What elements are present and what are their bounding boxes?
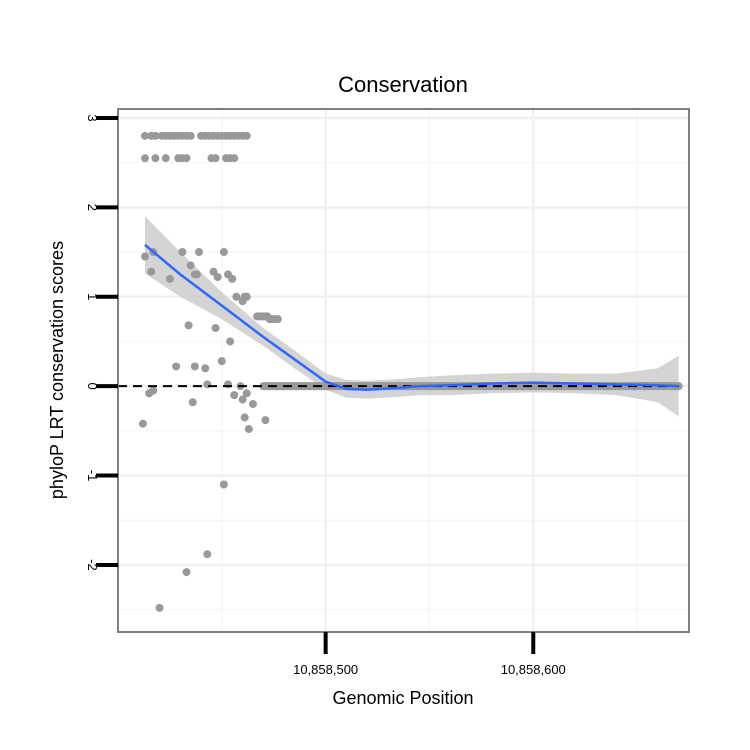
data-point — [182, 568, 191, 577]
data-point — [273, 315, 282, 324]
data-point — [232, 292, 241, 301]
data-point — [244, 425, 253, 434]
data-point — [184, 321, 193, 330]
data-point — [211, 324, 220, 333]
data-point — [186, 131, 195, 140]
confidence-band — [144, 216, 679, 417]
data-point — [226, 337, 235, 346]
data-point — [172, 362, 181, 371]
data-point — [242, 131, 251, 140]
y-tick-label: 1 — [85, 293, 100, 300]
data-point — [228, 274, 237, 283]
data-point — [213, 273, 222, 282]
y-tick-label: 0 — [85, 383, 100, 390]
plot-panel — [118, 109, 689, 632]
y-tick-label: -2 — [85, 559, 100, 571]
data-point — [248, 400, 257, 409]
x-tick-label: 10,858,600 — [501, 662, 566, 677]
data-point — [161, 154, 170, 163]
data-point — [188, 398, 197, 407]
y-tick-label: 3 — [85, 114, 100, 121]
smooth-line-layer — [144, 243, 679, 391]
data-point — [165, 274, 174, 283]
x-axis: 10,858,500 10,858,600 — [293, 632, 566, 677]
data-point — [203, 380, 212, 389]
chart-title: Conservation — [338, 72, 468, 97]
data-point — [182, 154, 191, 163]
data-point — [149, 386, 158, 395]
data-point — [140, 154, 149, 163]
data-point — [194, 248, 203, 257]
data-point — [155, 603, 164, 612]
y-tick-label: 2 — [85, 204, 100, 211]
data-point — [201, 364, 210, 373]
data-point — [219, 248, 228, 257]
plot-panel-border — [117, 108, 690, 633]
data-point — [238, 395, 247, 404]
y-axis-title: phyloP LRT conservation scores — [47, 241, 67, 499]
data-point — [211, 154, 220, 163]
data-point — [151, 154, 160, 163]
data-point — [192, 270, 201, 279]
y-axis: -2 -1 0 1 2 3 — [85, 114, 118, 571]
data-point — [178, 248, 187, 257]
data-point — [230, 154, 239, 163]
data-point — [140, 252, 149, 261]
y-tick-label: -1 — [85, 470, 100, 482]
data-point — [186, 261, 195, 270]
data-point — [219, 480, 228, 489]
data-point — [140, 131, 149, 140]
data-point — [242, 389, 251, 398]
confidence-band-layer — [144, 216, 679, 417]
data-point — [151, 131, 160, 140]
data-point — [230, 391, 239, 400]
gridlines — [118, 109, 689, 632]
data-point — [203, 550, 212, 559]
x-axis-title: Genomic Position — [332, 688, 473, 708]
data-point — [138, 419, 147, 428]
x-tick-label: 10,858,500 — [293, 662, 358, 677]
loess-smooth-line — [144, 243, 679, 391]
data-point — [242, 292, 251, 301]
data-point — [240, 413, 249, 422]
data-point — [190, 362, 199, 371]
data-point — [224, 380, 233, 389]
data-point — [147, 267, 156, 276]
data-point — [217, 357, 226, 366]
data-point — [261, 416, 270, 425]
